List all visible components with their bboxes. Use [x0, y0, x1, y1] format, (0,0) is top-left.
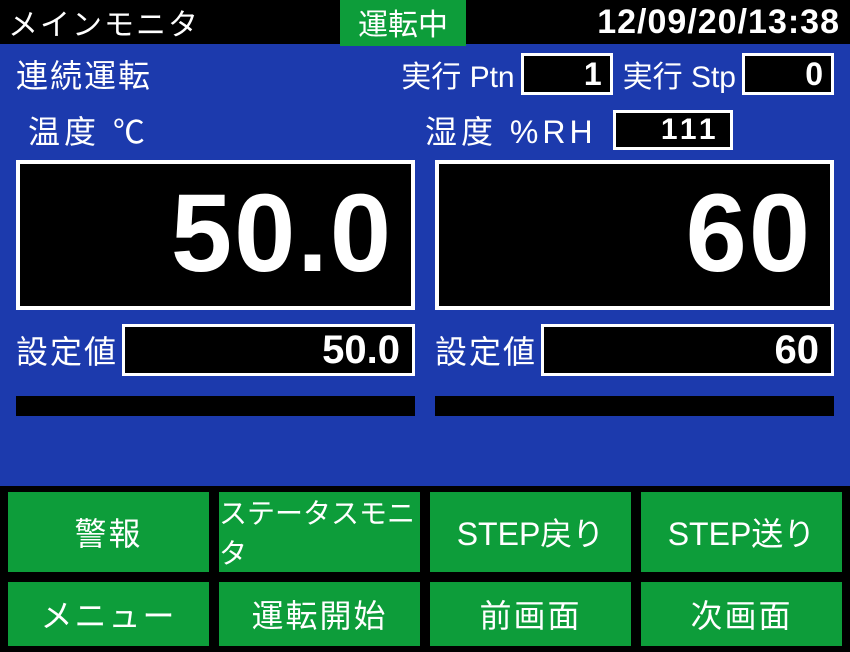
run-info-row: 連続運転 実行 Ptn 1 実行 Stp 0 [16, 50, 834, 98]
menu-button[interactable]: メニュー [8, 582, 209, 646]
measure-values-row: 50.0 60 [16, 160, 834, 310]
humid-setpoint-group: 設定値 60 [435, 324, 834, 376]
prev-screen-button[interactable]: 前画面 [430, 582, 631, 646]
next-screen-button[interactable]: 次画面 [641, 582, 842, 646]
status-monitor-button[interactable]: ステータスモニタ [219, 492, 420, 572]
humid-aux-value[interactable]: 111 [613, 110, 733, 150]
header-bar: メインモニタ 運転中 12/09/20/13:38 [0, 0, 850, 44]
progress-bars-row [16, 396, 834, 416]
temp-value-display: 50.0 [16, 160, 415, 310]
humid-progress-bar [435, 396, 834, 416]
step-forward-button[interactable]: STEP送り [641, 492, 842, 572]
stp-value[interactable]: 0 [742, 53, 834, 95]
temp-set-value[interactable]: 50.0 [122, 324, 415, 376]
ptn-field: 実行 Ptn 1 [401, 52, 612, 96]
setpoint-row: 設定値 50.0 設定値 60 [16, 324, 834, 376]
main-panel: 連続運転 実行 Ptn 1 実行 Stp 0 温度 ℃ 湿度 %RH 111 5… [0, 44, 850, 486]
run-status-badge: 運転中 [340, 0, 466, 46]
step-back-button[interactable]: STEP戻り [430, 492, 631, 572]
ptn-value[interactable]: 1 [521, 53, 613, 95]
temp-label: 温度 ℃ [16, 106, 425, 154]
ptn-label: 実行 Ptn [401, 52, 514, 96]
screen-title: メインモニタ [0, 0, 200, 44]
stp-field: 実行 Stp 0 [623, 52, 834, 96]
run-mode-label: 連続運転 [16, 51, 152, 97]
start-button[interactable]: 運転開始 [219, 582, 420, 646]
temp-progress-bar [16, 396, 415, 416]
humid-label-group: 湿度 %RH 111 [425, 106, 834, 154]
alarm-button[interactable]: 警報 [8, 492, 209, 572]
humid-label: 湿度 %RH [425, 107, 597, 153]
measure-labels-row: 温度 ℃ 湿度 %RH 111 [16, 106, 834, 154]
temp-set-label: 設定値 [16, 327, 118, 373]
temp-setpoint-group: 設定値 50.0 [16, 324, 415, 376]
datetime-display: 12/09/20/13:38 [597, 3, 850, 42]
button-grid: 警報 ステータスモニタ STEP戻り STEP送り メニュー 運転開始 前画面 … [0, 486, 850, 652]
stp-label: 実行 Stp [623, 52, 736, 96]
humid-set-value[interactable]: 60 [541, 324, 834, 376]
humid-value-display: 60 [435, 160, 834, 310]
humid-set-label: 設定値 [435, 327, 537, 373]
